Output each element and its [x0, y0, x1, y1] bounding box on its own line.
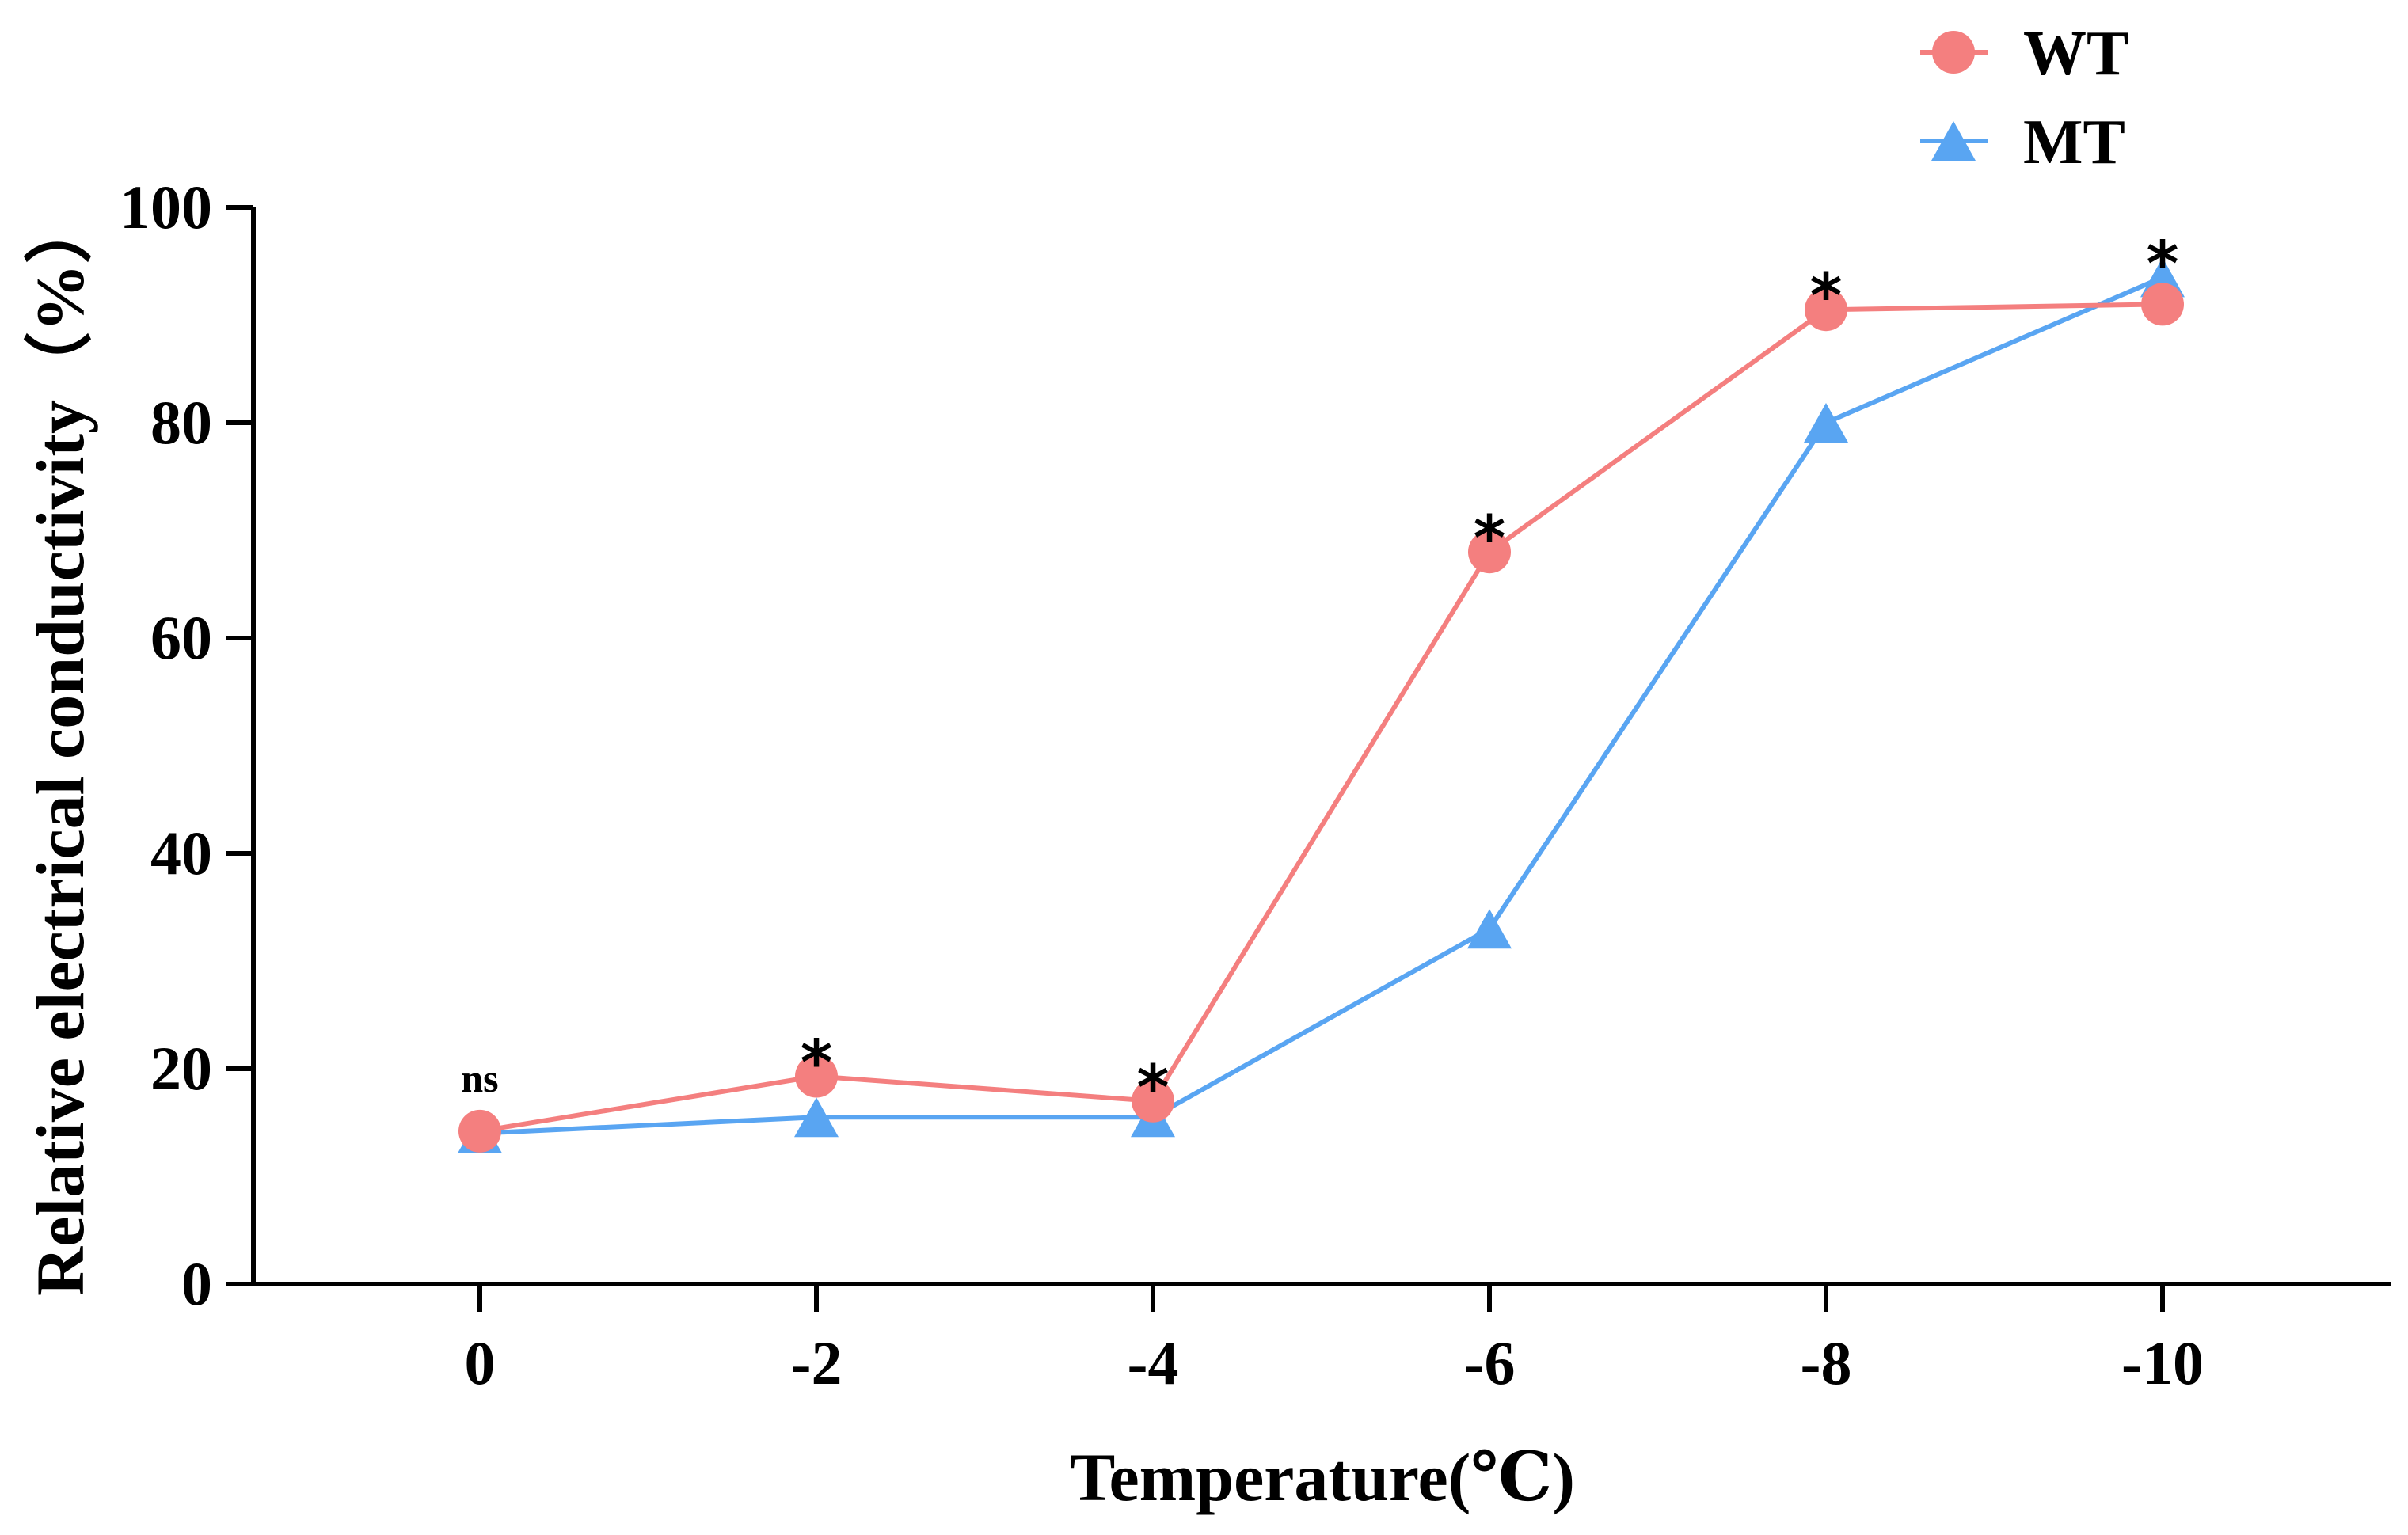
data-point-wt — [795, 1054, 838, 1098]
data-point-wt — [1132, 1079, 1174, 1123]
data-point-wt — [1805, 288, 1847, 332]
y-tick-label: 80 — [150, 388, 212, 457]
legend-label-wt: WT — [2023, 19, 2128, 89]
significance-label: * — [1810, 261, 1843, 332]
significance-label: * — [801, 1028, 833, 1100]
x-tick-label: -6 — [1464, 1328, 1516, 1397]
data-point-mt — [794, 1097, 839, 1138]
x-tick-label: -10 — [2121, 1328, 2204, 1397]
x-tick-label: 0 — [465, 1328, 496, 1397]
y-ticks: 0 20 40 60 80 100 — [120, 173, 253, 1318]
y-axis-title: Relative electrical conductivity（%） — [22, 196, 98, 1296]
x-axis-title: Temperature(℃) — [1070, 1439, 1575, 1515]
data-point-wt — [1468, 530, 1511, 574]
series-mt — [458, 257, 2185, 1153]
y-tick-label: 20 — [150, 1034, 212, 1103]
series-line-mt — [479, 275, 2164, 1136]
significance-label: * — [1137, 1053, 1170, 1124]
series-line-wt — [479, 302, 2163, 1134]
x-tick-label: -8 — [1801, 1328, 1852, 1397]
y-tick-label: 0 — [181, 1249, 212, 1318]
series-wt — [458, 283, 2184, 1153]
x-tick-label: -4 — [1128, 1328, 1179, 1397]
data-point-wt — [458, 1109, 501, 1153]
legend-marker-wt — [1932, 31, 1975, 74]
data-point-mt — [1467, 909, 1512, 949]
legend-marker-mt — [1931, 121, 1976, 161]
legend: WT MT — [1920, 19, 2128, 177]
legend-label-mt: MT — [2023, 108, 2125, 177]
y-tick-label: 40 — [150, 819, 212, 887]
annotation-layer: ns * * * * * — [461, 229, 2178, 1123]
significance-label: * — [1474, 503, 1506, 575]
y-tick-label: 60 — [150, 603, 212, 672]
data-point-mt — [1804, 403, 1848, 443]
significance-label: ns — [461, 1056, 498, 1100]
x-ticks: 0 -2 -4 -6 -8 -10 — [465, 1284, 2204, 1397]
significance-label: * — [2147, 229, 2179, 300]
x-tick-label: -2 — [791, 1328, 843, 1397]
axes — [251, 207, 2391, 1286]
series-layer — [458, 257, 2185, 1153]
data-point-wt — [2141, 283, 2184, 326]
y-tick-label: 100 — [120, 173, 212, 241]
